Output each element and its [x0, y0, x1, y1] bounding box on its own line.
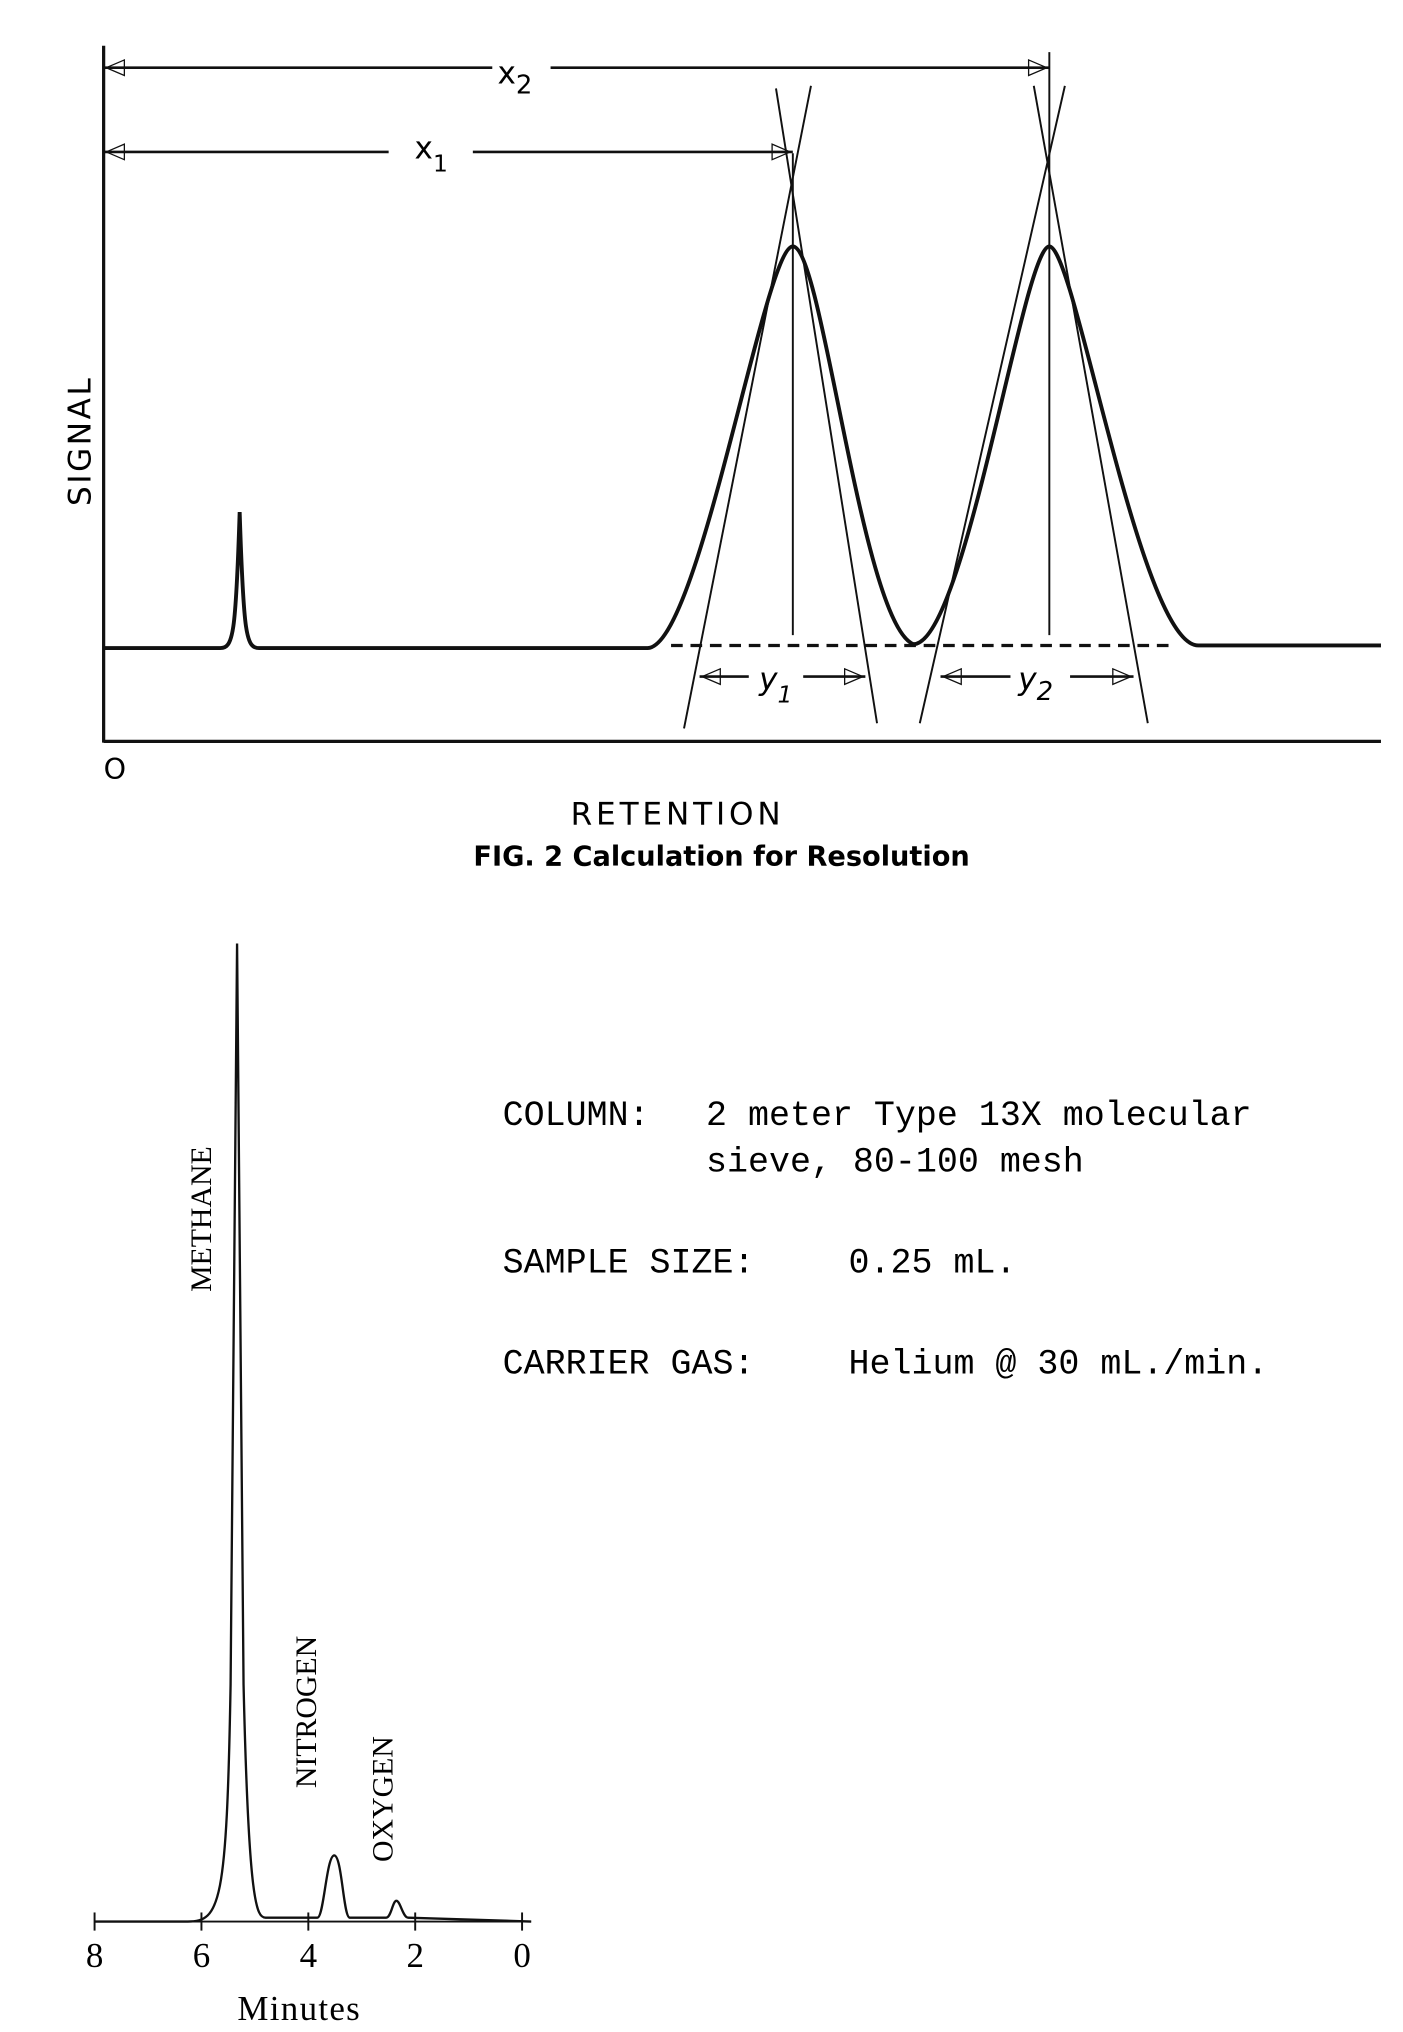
arrowheads: [104, 58, 1049, 77]
symbol: x: [497, 55, 515, 91]
tangent: [918, 85, 1066, 724]
condition-value: sieve, 80-100 mesh: [706, 1142, 1084, 1182]
x-axis-label: Minutes: [237, 1989, 361, 2028]
tangent: [683, 85, 812, 729]
subscript: 1: [433, 150, 448, 177]
x-axis-label: RETENTION: [571, 796, 785, 832]
tangent: [775, 88, 878, 724]
subscript: 1: [778, 681, 793, 708]
arrowheads: [104, 143, 792, 161]
figure-3: 8 6 4 2 0 Minutes METHANE NITROGEN OXYGEN CO…: [86, 943, 1268, 2028]
symbol: x: [415, 130, 433, 166]
arrowheads: [700, 667, 865, 686]
dim-label: x1: [415, 130, 448, 177]
peak-label: OXYGEN: [367, 1736, 400, 1862]
symbol: y: [758, 662, 778, 698]
condition-value: Helium @ 30 mL./min.: [849, 1345, 1269, 1385]
chromatogram-trace: [94, 943, 532, 1923]
peak-label: METHANE: [185, 1146, 218, 1292]
y-axis-label: SIGNAL: [63, 376, 99, 506]
condition-value: 0.25 mL.: [849, 1244, 1017, 1284]
subscript: 2: [1037, 677, 1053, 707]
dim-label: y1: [758, 662, 792, 709]
peak-label: NITROGEN: [290, 1636, 323, 1788]
origin-label: O: [104, 753, 126, 786]
tangent: [1032, 85, 1149, 724]
symbol: y: [1017, 662, 1037, 698]
tick-label: 2: [406, 1936, 423, 1975]
figure-2: x2 x1 y1 y2 SIGNAL O RETENTION FIG. 2 Ca…: [63, 45, 1381, 873]
chromatogram-trace: [103, 244, 1381, 651]
tick-label: 0: [513, 1936, 530, 1975]
arrowheads: [941, 667, 1133, 686]
condition-label: COLUMN:: [503, 1096, 650, 1136]
tick-label: 8: [86, 1936, 103, 1975]
tick-label: 6: [193, 1936, 210, 1975]
condition-value: 2 meter Type 13X molecular: [706, 1096, 1252, 1136]
condition-label: SAMPLE SIZE:: [503, 1244, 755, 1284]
dim-label: y2: [1017, 662, 1053, 707]
caption: FIG. 2 Calculation for Resolution: [473, 842, 969, 873]
tick-label: 4: [300, 1936, 317, 1975]
subscript: 2: [516, 71, 532, 101]
dim-label: x2: [497, 55, 532, 100]
condition-label: CARRIER GAS:: [503, 1345, 755, 1385]
